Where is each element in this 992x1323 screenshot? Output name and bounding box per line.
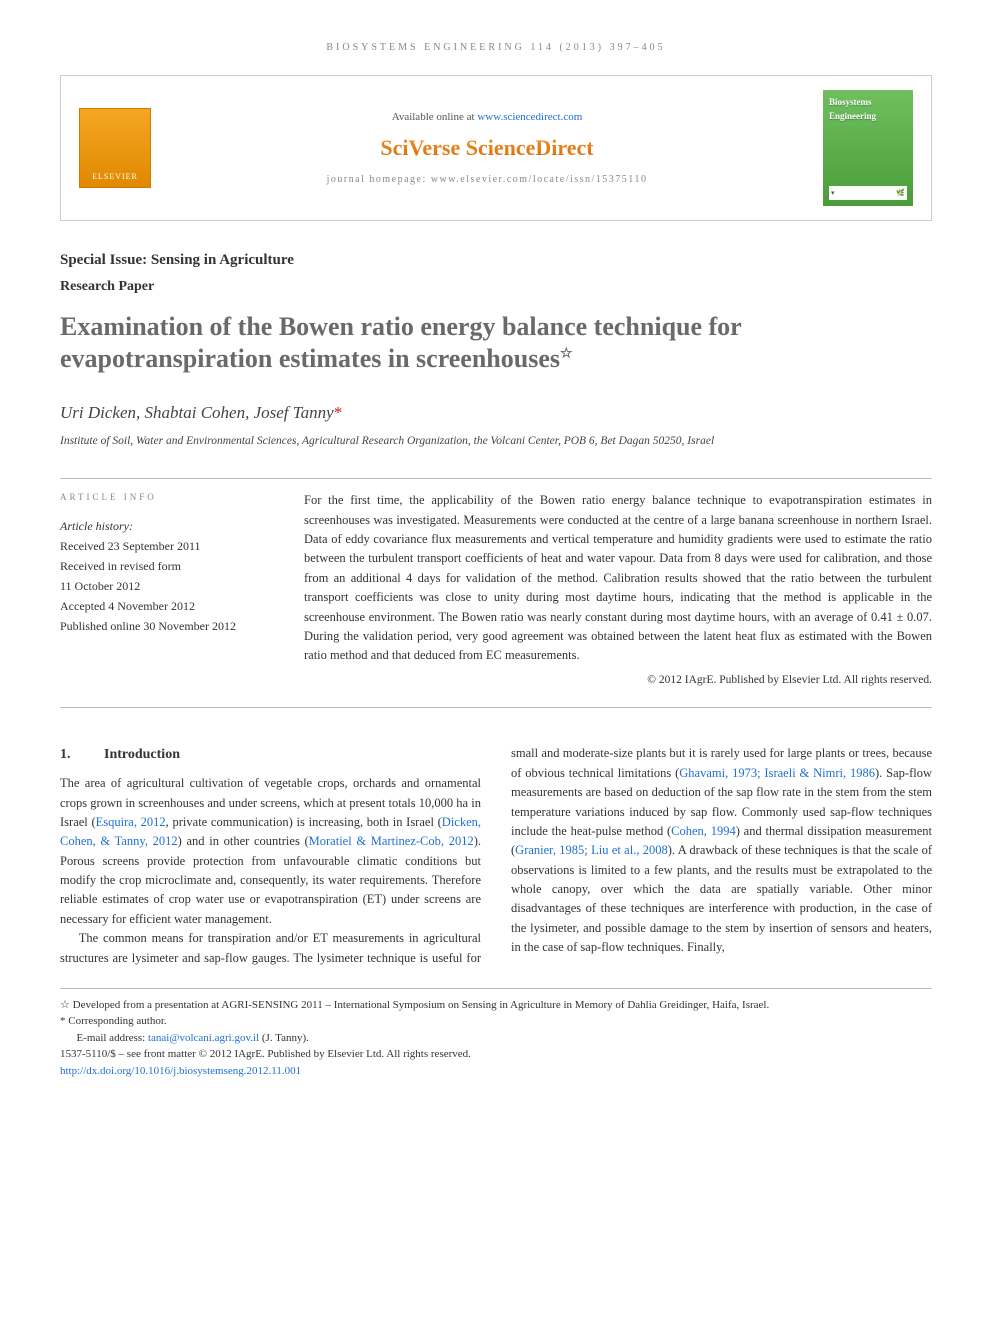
- citation-link[interactable]: Cohen, 1994: [671, 824, 736, 838]
- corr-label: Corresponding author.: [68, 1015, 166, 1027]
- elsevier-label: ELSEVIER: [92, 171, 138, 183]
- star-footnote: ☆ Developed from a presentation at AGRI-…: [60, 997, 932, 1014]
- header-center: Available online at www.sciencedirect.co…: [151, 109, 823, 188]
- available-online-line: Available online at www.sciencedirect.co…: [165, 109, 809, 126]
- doi-line: http://dx.doi.org/10.1016/j.biosystemsen…: [60, 1063, 932, 1080]
- p-text: , private communication) is increasing, …: [166, 815, 442, 829]
- email-label: E-mail address:: [77, 1032, 148, 1044]
- p-text: ) and in other countries (: [178, 834, 309, 848]
- homepage-url: www.elsevier.com/locate/issn/15375110: [431, 174, 648, 185]
- history-line: Received in revised form: [60, 557, 280, 575]
- affiliation: Institute of Soil, Water and Environment…: [60, 433, 932, 464]
- issn-line: 1537-5110/$ – see front matter © 2012 IA…: [60, 1046, 932, 1063]
- authors-names: Uri Dicken, Shabtai Cohen, Josef Tanny: [60, 403, 334, 422]
- section-title: Introduction: [104, 747, 180, 762]
- header-box: ELSEVIER Available online at www.science…: [60, 75, 932, 221]
- history-line: 11 October 2012: [60, 577, 280, 595]
- history-line: Accepted 4 November 2012: [60, 597, 280, 615]
- meta-abstract-row: ARTICLE INFO Article history: Received 2…: [60, 479, 932, 707]
- elsevier-logo: ELSEVIER: [79, 108, 151, 188]
- email-line: E-mail address: tanai@volcani.agri.gov.i…: [60, 1030, 932, 1047]
- star-icon: ☆: [60, 999, 73, 1011]
- abstract-text: For the first time, the applicability of…: [304, 493, 932, 662]
- journal-cover-thumb: Biosystems Engineering ▾🌿: [823, 90, 913, 206]
- journal-cover-footer: ▾🌿: [829, 186, 907, 201]
- article-history-label: Article history:: [60, 517, 280, 535]
- citation-link[interactable]: Ghavami, 1973; Israeli & Nimri, 1986: [679, 766, 875, 780]
- rule-bottom: [60, 707, 932, 708]
- corresponding-footnote: * Corresponding author.: [60, 1013, 932, 1030]
- abstract-copyright: © 2012 IAgrE. Published by Elsevier Ltd.…: [304, 672, 932, 690]
- title-footnote-marker: ☆: [560, 346, 573, 361]
- p-text: ). A drawback of these techniques is tha…: [511, 843, 932, 954]
- history-line: Received 23 September 2011: [60, 537, 280, 555]
- sciencedirect-link[interactable]: www.sciencedirect.com: [477, 111, 582, 123]
- title-text: Examination of the Bowen ratio energy ba…: [60, 312, 741, 374]
- email-link[interactable]: tanai@volcani.agri.gov.il: [148, 1032, 259, 1044]
- journal-cover-title: Biosystems Engineering: [829, 96, 907, 123]
- authors-line: Uri Dicken, Shabtai Cohen, Josef Tanny*: [60, 400, 932, 426]
- article-title: Examination of the Bowen ratio energy ba…: [60, 311, 932, 376]
- paper-type-label: Research Paper: [60, 276, 932, 297]
- special-issue-label: Special Issue: Sensing in Agriculture: [60, 249, 932, 272]
- history-line: Published online 30 November 2012: [60, 617, 280, 635]
- article-info-heading: ARTICLE INFO: [60, 491, 280, 505]
- homepage-prefix: journal homepage:: [327, 174, 431, 185]
- body-paragraph: The area of agricultural cultivation of …: [60, 774, 481, 929]
- section-heading: 1.Introduction: [60, 744, 481, 766]
- doi-link[interactable]: http://dx.doi.org/10.1016/j.biosystemsen…: [60, 1065, 301, 1077]
- corresponding-marker: *: [334, 403, 343, 422]
- footnotes: ☆ Developed from a presentation at AGRI-…: [60, 988, 932, 1080]
- available-prefix: Available online at: [392, 111, 478, 123]
- corr-marker: *: [60, 1015, 68, 1027]
- citation-link[interactable]: Moratiel & Martinez-Cob, 2012: [309, 834, 474, 848]
- homepage-line: journal homepage: www.elsevier.com/locat…: [165, 172, 809, 187]
- abstract-column: For the first time, the applicability of…: [304, 491, 932, 689]
- citation-link[interactable]: Granier, 1985; Liu et al., 2008: [515, 843, 668, 857]
- body-columns: 1.Introduction The area of agricultural …: [60, 744, 932, 967]
- article-info-column: ARTICLE INFO Article history: Received 2…: [60, 491, 280, 689]
- running-head: BIOSYSTEMS ENGINEERING 114 (2013) 397–40…: [60, 40, 932, 55]
- citation-link[interactable]: Esquira, 2012: [96, 815, 166, 829]
- section-number: 1.: [60, 744, 104, 766]
- star-note-text: Developed from a presentation at AGRI-SE…: [73, 999, 770, 1011]
- sciverse-brand: SciVerse ScienceDirect: [380, 131, 593, 164]
- email-suffix: (J. Tanny).: [259, 1032, 309, 1044]
